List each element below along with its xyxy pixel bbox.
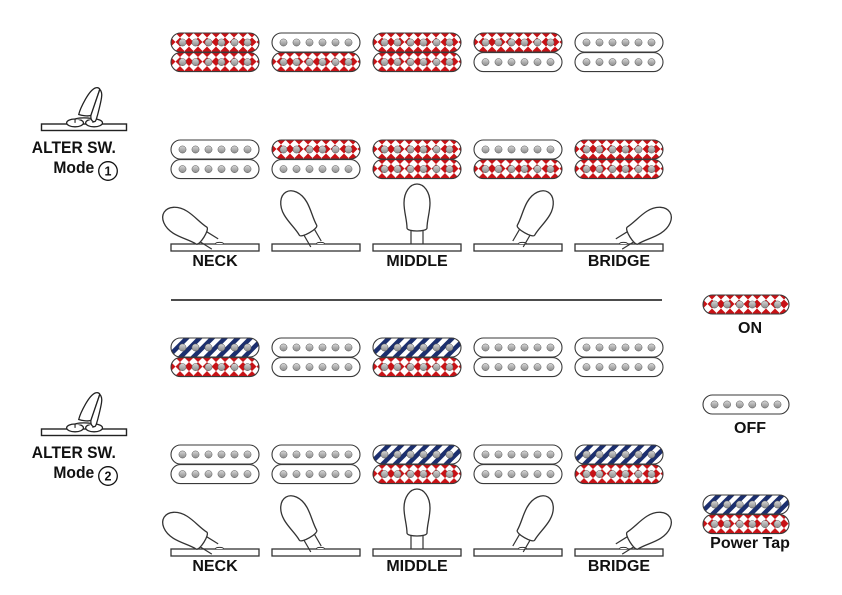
svg-text:2: 2 [105,470,112,484]
svg-text:1: 1 [105,165,112,179]
